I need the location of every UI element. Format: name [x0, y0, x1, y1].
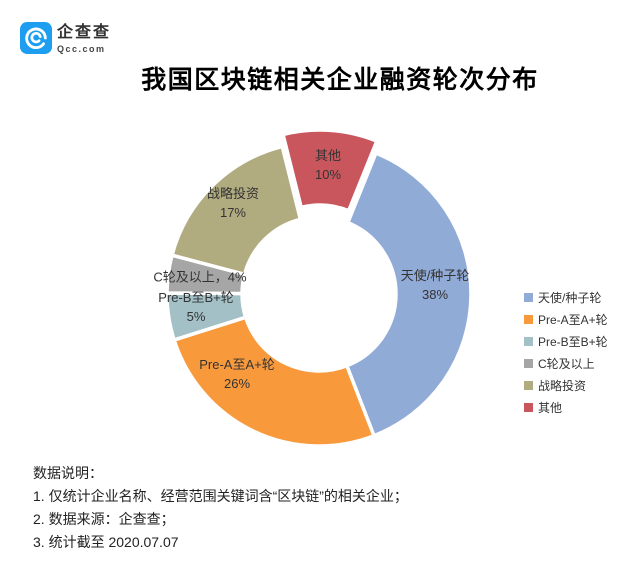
- slice-label-1: Pre-A至A+轮 26%: [199, 357, 275, 391]
- legend-swatch-icon: [524, 292, 533, 302]
- legend-label: 天使/种子轮: [538, 290, 602, 305]
- legend-item-4: 战略投资: [524, 374, 608, 396]
- donut-slice-0: [345, 151, 473, 438]
- slice-label-3: C轮及以上，4%: [153, 269, 247, 285]
- notes-heading: 数据说明：: [33, 465, 103, 481]
- legend-swatch-icon: [524, 380, 533, 390]
- legend-label: C轮及以上: [538, 356, 595, 371]
- legend-label: Pre-A至A+轮: [538, 312, 608, 327]
- legend-label: Pre-B至B+轮: [538, 334, 608, 349]
- qcc-brand: 企查查 Qcc.com: [20, 22, 111, 54]
- legend-item-1: Pre-A至A+轮: [524, 308, 608, 330]
- qcc-logo-icon: [20, 22, 52, 54]
- brand-domain: Qcc.com: [57, 44, 106, 54]
- donut-slice-5: [281, 128, 379, 213]
- data-notes: 数据说明： 1. 仅统计企业名称、经营范围关键词含“区块链”的相关企业； 2. …: [33, 462, 408, 554]
- slice-label-2: Pre-B至B+轮 5%: [158, 290, 234, 324]
- note-line: 1. 仅统计企业名称、经营范围关键词含“区块链”的相关企业；: [33, 488, 408, 504]
- page-title: 我国区块链相关企业融资轮次分布: [141, 66, 539, 94]
- slice-label-5: 其他 10%: [314, 148, 342, 182]
- legend-item-0: 天使/种子轮: [524, 286, 608, 308]
- slice-label-4: 战略投资 17%: [206, 186, 260, 220]
- qcc-brand-text: 企查查 Qcc.com: [57, 22, 111, 54]
- legend-swatch-icon: [524, 314, 533, 324]
- legend-swatch-icon: [524, 358, 533, 368]
- chart-legend: 天使/种子轮 Pre-A至A+轮 Pre-B至B+轮 C轮及以上战略投资其他: [524, 286, 608, 418]
- note-line: 2. 数据来源：企查查；: [33, 511, 175, 527]
- legend-label: 战略投资: [538, 378, 587, 393]
- donut-slice-4: [170, 144, 303, 277]
- legend-item-3: C轮及以上: [524, 352, 608, 374]
- slice-label-0: 天使/种子轮 38%: [400, 268, 470, 302]
- legend-swatch-icon: [524, 402, 533, 412]
- legend-swatch-icon: [524, 336, 533, 346]
- donut-slice-1: [172, 315, 376, 448]
- legend-item-5: 其他: [524, 396, 608, 418]
- note-line: 3. 统计截至 2020.07.07: [33, 534, 179, 550]
- legend-item-2: Pre-B至B+轮: [524, 330, 608, 352]
- brand-name: 企查查: [57, 24, 112, 41]
- legend-label: 其他: [538, 400, 563, 415]
